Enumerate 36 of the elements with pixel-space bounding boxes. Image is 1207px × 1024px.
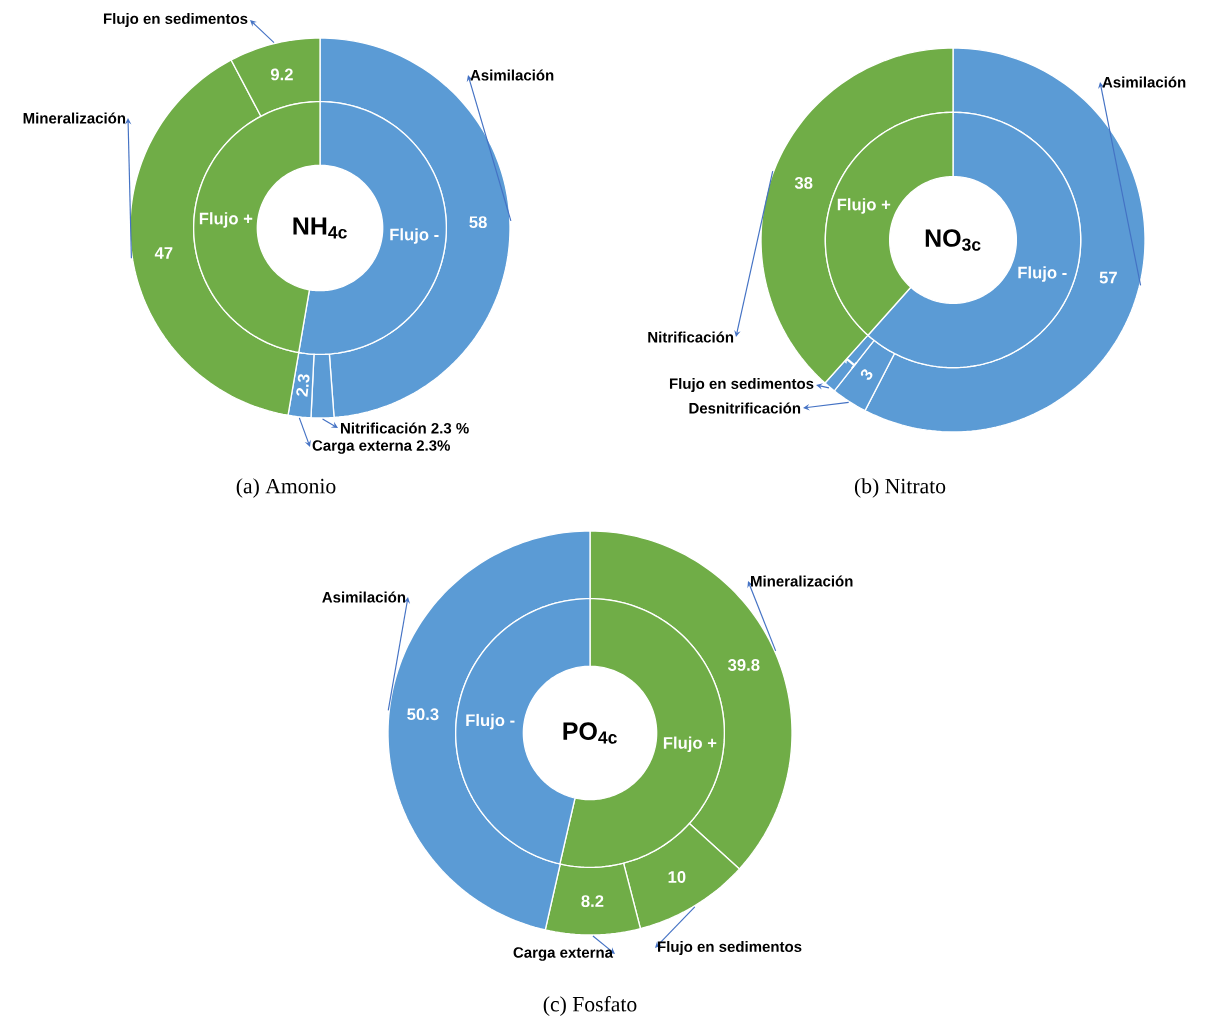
slice-label: Nitrificación	[648, 331, 734, 343]
text: (b) Nitrato	[854, 478, 946, 498]
data-label: 47	[154, 247, 173, 259]
slice-label: Asimilación	[1102, 76, 1186, 88]
text: NH$_{4c}$	[293, 217, 347, 239]
slice-label: Nitrificación 2.3 %	[341, 422, 469, 434]
slice-label: Flujo en sedimentos	[103, 12, 248, 27]
slice-label: Mineralización	[23, 112, 126, 124]
slice-label: Flujo -	[390, 228, 439, 244]
slice-label: Flujo +	[837, 198, 891, 214]
slice-label: Desnitrificación	[689, 402, 801, 414]
slice-label: Carga externa 2.3%	[312, 440, 450, 454]
data-label: 3	[860, 369, 873, 380]
slice-label: Carga externa	[513, 947, 614, 961]
text: PO$_{4c}$	[563, 722, 617, 744]
data-label: 58	[469, 216, 487, 229]
text: (a) Amonio	[236, 478, 336, 498]
slice-label: Flujo +	[199, 212, 253, 228]
data-label: 2.3	[296, 374, 310, 397]
slice-label: Flujo en sedimentos	[658, 940, 802, 955]
data-label: 50.3	[407, 708, 439, 721]
text: NO$_{3c}$	[925, 229, 981, 251]
data-label: 9.2	[270, 68, 293, 81]
data-label: 57	[1099, 271, 1117, 284]
data-label: 38	[794, 177, 813, 189]
slice-label: Mineralización	[751, 575, 853, 587]
data-label: 10	[668, 871, 686, 883]
slice-label: Flujo -	[466, 713, 515, 730]
slice-label: Asimilación	[470, 69, 554, 81]
slice-label: Flujo +	[663, 736, 717, 753]
slice-label: Flujo -	[1018, 266, 1067, 282]
slice-label: Flujo en sedimentos	[669, 377, 814, 392]
text: (c) Fosfato	[543, 996, 637, 1016]
data-label: 8.2	[581, 895, 604, 908]
slice-label: Asimilación	[322, 591, 406, 603]
data-label: 39.8	[727, 659, 760, 671]
